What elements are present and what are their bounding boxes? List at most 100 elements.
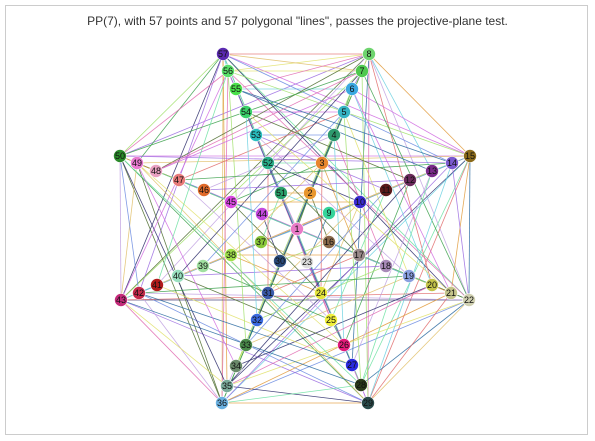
point-node: 33 [239,338,253,352]
point-marker [361,396,375,410]
line-edge [156,53,370,286]
line-edge [136,162,345,346]
point-marker [290,222,304,236]
point-node: 49 [130,156,144,170]
point-marker [337,105,351,119]
line-edge [368,53,433,172]
point-node: 2 [303,186,317,200]
point-label: 33 [241,340,251,350]
line-edge [119,155,369,404]
point-label: 6 [349,84,354,94]
line-edge [221,292,452,404]
point-marker [149,164,163,178]
point-label: 48 [151,166,161,176]
point-node: 29 [361,396,375,410]
point-marker [130,156,144,170]
line-edge [367,162,453,404]
point-label: 18 [381,261,391,271]
point-marker [172,173,186,187]
point-label: 20 [427,280,437,290]
line-edge [120,299,223,404]
point-marker [353,195,367,209]
line-edge [120,299,228,387]
point-node: 9 [322,206,336,220]
point-node: 47 [172,173,186,187]
point-node: 48 [149,164,163,178]
line-edge [119,155,140,294]
point-label: 13 [427,166,437,176]
point-marker [197,183,211,197]
point-label: 15 [465,151,475,161]
point-label: 9 [326,208,331,218]
point-label: 19 [404,271,414,281]
point-node: 45 [224,195,238,209]
point-node: 21 [444,286,458,300]
point-marker [300,255,314,269]
point-label: 37 [256,237,266,247]
point-label: 56 [223,66,233,76]
point-label: 23 [302,257,312,267]
line-edge [222,53,470,301]
point-label: 26 [339,340,349,350]
line-edge [351,88,471,157]
point-node: 43 [114,293,128,307]
point-label: 45 [226,197,236,207]
point-marker [196,259,210,273]
point-node: 8 [362,47,376,61]
point-node: 50 [113,149,127,163]
line-edge [120,70,229,301]
line-edge [368,53,433,286]
point-node: 30 [273,254,287,268]
point-marker [274,186,288,200]
point-node: 56 [221,64,235,78]
point-label: 30 [275,256,285,266]
line-edge [245,111,258,321]
line-edge [267,162,361,203]
point-marker [239,338,253,352]
point-label: 11 [381,185,390,195]
point-label: 53 [251,130,261,140]
line-edge [361,70,470,301]
line-edge [260,192,282,243]
point-node: 26 [337,338,351,352]
point-marker [261,156,275,170]
line-edge [119,70,229,157]
point-marker [114,293,128,307]
point-label: 28 [356,380,366,390]
point-marker [354,378,368,392]
point-node: 28 [354,378,368,392]
point-node: 25 [324,313,338,327]
line-edge [155,70,363,172]
point-label: 51 [276,188,286,198]
line-edge [119,155,453,164]
line-edge [226,179,411,387]
point-label: 7 [359,66,364,76]
point-label: 4 [331,130,336,140]
line-edge [178,162,453,181]
line-edge [177,265,387,277]
point-marker [249,128,263,142]
line-edge [202,111,345,267]
point-label: 3 [319,158,324,168]
line-edge [351,88,452,294]
point-node: 10 [353,195,367,209]
point-marker [463,149,477,163]
line-edge [230,162,323,203]
point-label: 52 [263,158,273,168]
line-edge [451,162,470,301]
line-edge [333,134,345,346]
line-edge [360,170,433,386]
line-edge [136,162,369,404]
point-node: 51 [274,186,288,200]
point-label: 24 [316,288,326,298]
point-node: 44 [255,207,269,221]
line-edge [450,155,471,294]
diagram-frame [5,5,588,435]
point-marker [445,156,459,170]
point-label: 34 [231,361,241,371]
point-label: 14 [447,158,457,168]
line-edge [367,53,370,404]
line-edge [138,292,369,404]
point-marker [303,186,317,200]
point-node: 14 [445,156,459,170]
